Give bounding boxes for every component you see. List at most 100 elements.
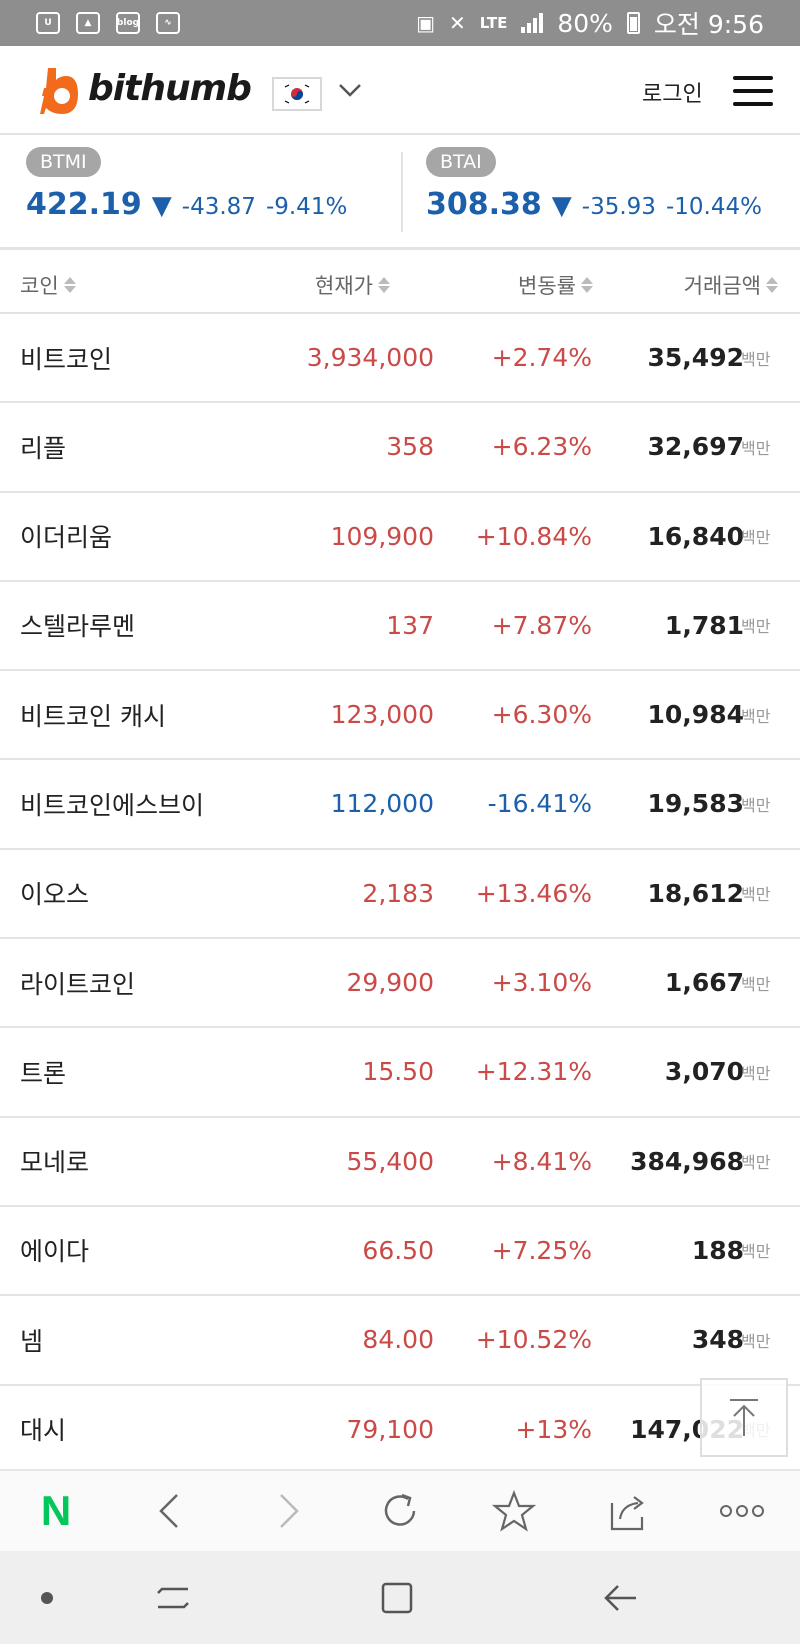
back-icon[interactable] — [576, 1551, 666, 1644]
table-row[interactable]: 비트코인에스브이 112,000 -16.41% 19,583 백만 — [0, 760, 800, 850]
app-header: bithumb 로그인 — [0, 46, 800, 135]
coin-name: 비트코인 캐시 — [20, 701, 166, 731]
sort-price-header[interactable]: 현재가 — [315, 270, 390, 300]
sort-icon — [63, 276, 76, 293]
coin-price: 29,900 — [346, 968, 434, 998]
system-nav-bar — [0, 1551, 800, 1644]
bithumb-logo-icon[interactable] — [38, 66, 82, 116]
index-btmi[interactable]: BTMI 422.19 ▼ -43.87 -9.41% — [26, 147, 347, 222]
status-bar: U ▲ blog ∿ ▣ ✕ LTE 80% 오전 9:56 — [0, 0, 800, 46]
clock: 오전 9:56 — [653, 10, 764, 39]
price-column-label: 현재가 — [315, 273, 373, 298]
brand-name[interactable]: bithumb — [88, 68, 252, 109]
coin-name: 비트코인에스브이 — [20, 790, 205, 820]
coin-name: 트론 — [20, 1058, 67, 1088]
coin-column-label: 코인 — [20, 273, 59, 298]
coin-change: +13.46% — [475, 878, 592, 908]
coin-change: +7.25% — [491, 1235, 592, 1265]
coin-name: 비트코인 — [20, 344, 113, 374]
hamburger-menu-icon[interactable] — [733, 76, 773, 106]
coin-change: +7.87% — [491, 610, 592, 640]
down-arrow-icon: ▼ — [551, 191, 572, 221]
login-button[interactable]: 로그인 — [642, 82, 703, 107]
sort-coin-header[interactable]: 코인 — [20, 270, 76, 300]
coin-list: 비트코인 3,934,000 +2.74% 35,492 백만 리플 358 +… — [0, 314, 800, 1475]
sort-volume-header[interactable]: 거래금액 — [684, 270, 778, 300]
table-row[interactable]: 비트코인 캐시 123,000 +6.30% 10,984 백만 — [0, 671, 800, 761]
coin-price: 84.00 — [362, 1325, 434, 1355]
share-icon[interactable] — [588, 1471, 668, 1551]
divider — [401, 152, 403, 232]
naver-home-icon[interactable]: N — [16, 1471, 96, 1551]
coin-price: 109,900 — [330, 521, 434, 551]
table-row[interactable]: 이오스 2,183 +13.46% 18,612 백만 — [0, 850, 800, 940]
more-icon[interactable] — [702, 1471, 782, 1551]
home-icon[interactable] — [352, 1551, 442, 1644]
coin-price: 79,100 — [346, 1414, 434, 1444]
table-header: 코인 현재가 변동률 거래금액 — [0, 257, 800, 314]
index-percent: -10.44% — [665, 194, 762, 220]
volume-unit: 백만 — [741, 1242, 771, 1262]
table-row[interactable]: 대시 79,100 +13% 147,022 백만 — [0, 1386, 800, 1475]
coin-name: 모네로 — [20, 1148, 90, 1178]
table-row[interactable]: 라이트코인 29,900 +3.10% 1,667 백만 — [0, 939, 800, 1029]
table-row[interactable]: 이더리움 109,900 +10.84% 16,840 백만 — [0, 493, 800, 582]
coin-price: 66.50 — [362, 1235, 434, 1265]
coin-name: 이더리움 — [20, 523, 113, 553]
korea-flag-icon[interactable] — [272, 77, 322, 111]
coin-change: +6.30% — [491, 700, 592, 730]
volume-column-label: 거래금액 — [683, 273, 761, 298]
coin-change: +10.84% — [475, 521, 592, 551]
recent-apps-icon[interactable] — [128, 1551, 218, 1644]
coin-price: 112,000 — [330, 789, 434, 819]
volume-unit: 백만 — [741, 885, 771, 905]
dot-icon[interactable] — [2, 1551, 92, 1644]
coin-change: +12.31% — [475, 1057, 592, 1087]
coin-price: 137 — [386, 610, 434, 640]
coin-price: 358 — [386, 432, 434, 462]
signal-icon — [521, 13, 544, 33]
table-row[interactable]: 리플 358 +6.23% 32,697 백만 — [0, 403, 800, 493]
index-percent: -9.41% — [265, 194, 348, 220]
coin-volume: 188 — [691, 1235, 744, 1265]
volume-unit: 백만 — [741, 617, 771, 637]
coin-volume: 384,968 — [630, 1146, 744, 1176]
change-column-label: 변동률 — [518, 273, 576, 298]
coin-change: +6.23% — [491, 432, 592, 462]
coin-name: 이오스 — [20, 880, 90, 910]
back-icon[interactable] — [130, 1471, 210, 1551]
scroll-to-top-button[interactable] — [700, 1378, 788, 1457]
coin-volume: 3,070 — [664, 1057, 744, 1087]
forward-icon[interactable] — [248, 1471, 328, 1551]
coin-volume: 1,667 — [664, 968, 744, 998]
chevron-down-icon[interactable] — [336, 80, 364, 100]
table-row[interactable]: 에이다 66.50 +7.25% 188 백만 — [0, 1207, 800, 1297]
sort-icon — [766, 276, 778, 293]
volume-unit: 백만 — [741, 438, 771, 458]
table-row[interactable]: 넴 84.00 +10.52% 348 백만 — [0, 1296, 800, 1386]
coin-change: -16.41% — [487, 789, 592, 819]
table-row[interactable]: 비트코인 3,934,000 +2.74% 35,492 백만 — [0, 314, 800, 404]
browser-toolbar: N — [0, 1469, 800, 1551]
coin-price: 15.50 — [362, 1057, 434, 1087]
coin-price: 3,934,000 — [306, 343, 434, 372]
table-row[interactable]: 트론 15.50 +12.31% 3,070 백만 — [0, 1028, 800, 1118]
coin-change: +13% — [515, 1414, 592, 1444]
battery-saver-icon: ▣ — [416, 11, 435, 35]
bookmark-star-icon[interactable] — [474, 1471, 554, 1551]
index-panel: BTMI 422.19 ▼ -43.87 -9.41% BTAI 308.38 … — [0, 137, 800, 250]
table-row[interactable]: 모네로 55,400 +8.41% 384,968 백만 — [0, 1118, 800, 1207]
index-btai[interactable]: BTAI 308.38 ▼ -35.93 -10.44% — [426, 147, 762, 222]
volume-unit: 백만 — [741, 528, 771, 548]
coin-volume: 19,583 — [647, 789, 744, 819]
refresh-icon[interactable] — [360, 1471, 440, 1551]
table-row[interactable]: 스텔라루멘 137 +7.87% 1,781 백만 — [0, 582, 800, 672]
index-change: -35.93 — [581, 194, 656, 220]
coin-price: 2,183 — [362, 878, 434, 908]
coin-name: 라이트코인 — [20, 969, 136, 999]
coin-name: 넴 — [20, 1326, 44, 1356]
coin-change: +8.41% — [491, 1146, 592, 1176]
coin-volume: 1,781 — [664, 610, 744, 640]
sort-change-header[interactable]: 변동률 — [518, 270, 593, 300]
battery-icon — [626, 12, 640, 34]
